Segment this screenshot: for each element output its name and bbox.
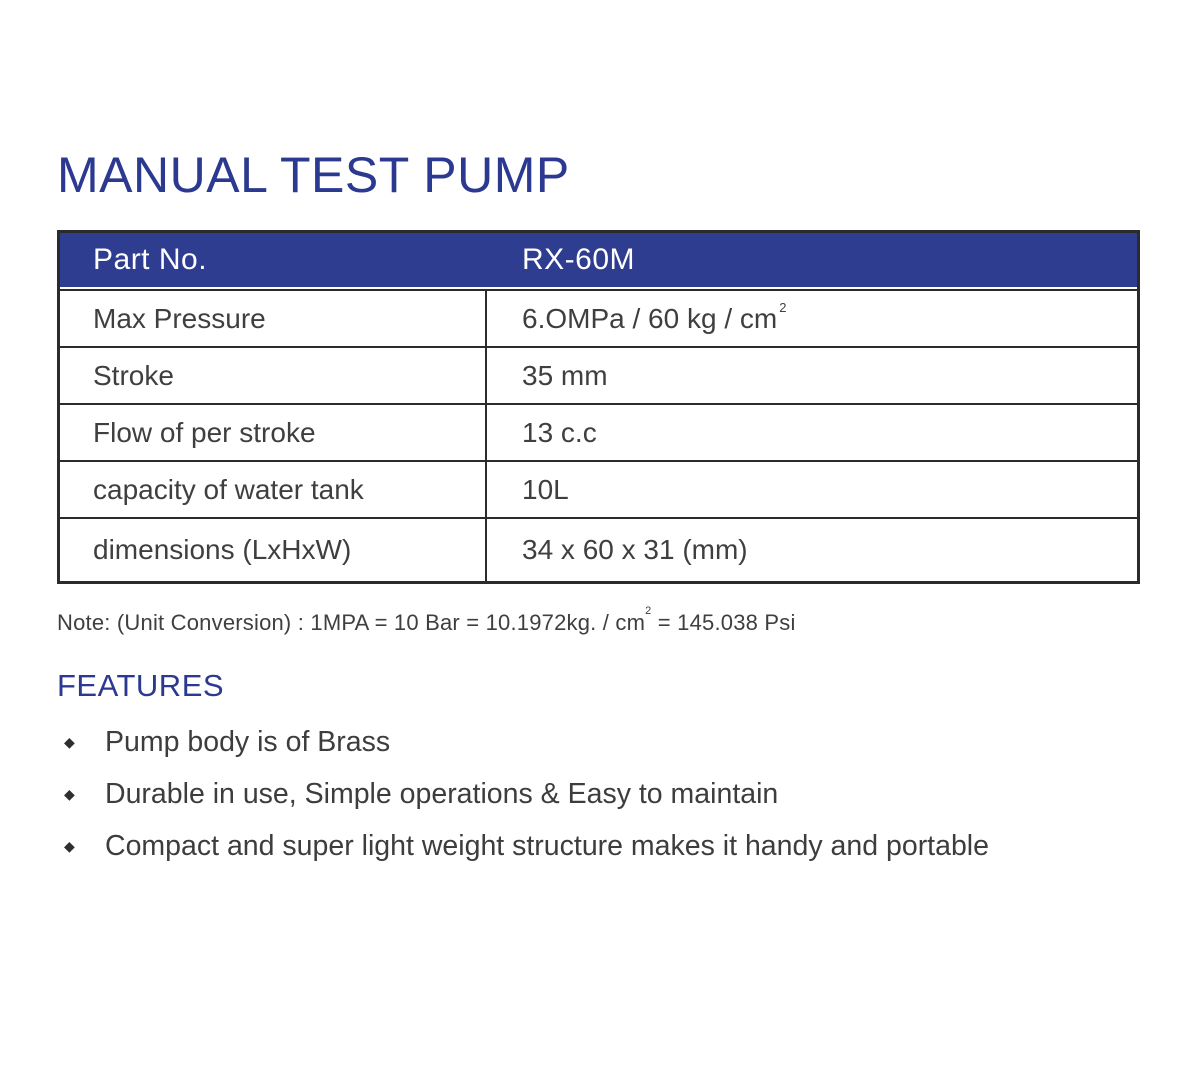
spec-table: Part No. RX-60M Max Pressure 6.OMPa / 60… — [57, 230, 1140, 584]
row-value-text: 10L — [522, 473, 569, 505]
table-row: dimensions (LxHxW) 34 x 60 x 31 (mm) — [60, 517, 1137, 581]
note-text-suffix: = 145.038 Psi — [651, 610, 796, 635]
row-label: dimensions (LxHxW) — [60, 519, 487, 581]
row-value: 35 mm — [487, 348, 1137, 403]
note-text: Note: (Unit Conversion) : 1MPA = 10 Bar … — [57, 610, 646, 635]
row-value: 13 c.c — [487, 405, 1137, 460]
feature-text: Durable in use, Simple operations & Easy… — [105, 778, 779, 810]
diamond-bullet-icon: ◆ — [64, 786, 75, 802]
table-row: Max Pressure 6.OMPa / 60 kg / cm 2 — [60, 289, 1137, 346]
page-title: MANUAL TEST PUMP — [57, 147, 570, 203]
list-item: ◆ Compact and super light weight structu… — [57, 820, 1087, 872]
row-value-text: 34 x 60 x 31 (mm) — [522, 534, 748, 565]
table-row: Flow of per stroke 13 c.c — [60, 403, 1137, 460]
diamond-bullet-icon: ◆ — [64, 734, 75, 750]
features-heading: FEATURES — [57, 668, 225, 703]
table-row: Stroke 35 mm — [60, 346, 1137, 403]
row-value: 6.OMPa / 60 kg / cm 2 — [522, 299, 787, 334]
row-value-text: 35 mm — [522, 359, 608, 391]
diamond-bullet-icon: ◆ — [64, 838, 75, 854]
unit-conversion-note: Note: (Unit Conversion) : 1MPA = 10 Bar … — [57, 605, 796, 636]
header-part-no-label: Part No. — [93, 243, 208, 276]
row-value: 10L — [487, 462, 1137, 517]
features-list: ◆ Pump body is of Brass ◆ Durable in use… — [57, 716, 1087, 872]
row-value: 34 x 60 x 31 (mm) — [487, 519, 1137, 581]
superscript: 2 — [645, 604, 652, 617]
list-item: ◆ Durable in use, Simple operations & Ea… — [57, 768, 1087, 820]
row-label: Max Pressure — [60, 291, 487, 346]
table-row: capacity of water tank 10L — [60, 460, 1137, 517]
list-item: ◆ Pump body is of Brass — [57, 716, 1087, 768]
row-label: Stroke — [60, 348, 487, 403]
row-value-text: 13 c.c — [522, 416, 597, 448]
feature-text: Compact and super light weight structure… — [105, 830, 989, 862]
spec-table-header-row: Part No. RX-60M — [60, 233, 1137, 289]
row-label: capacity of water tank — [60, 462, 487, 517]
header-part-no-value: RX-60M — [522, 243, 636, 276]
row-label: Flow of per stroke — [60, 405, 487, 460]
feature-text: Pump body is of Brass — [105, 726, 391, 758]
row-value-text: 6.OMPa / 60 kg / cm — [522, 302, 778, 334]
